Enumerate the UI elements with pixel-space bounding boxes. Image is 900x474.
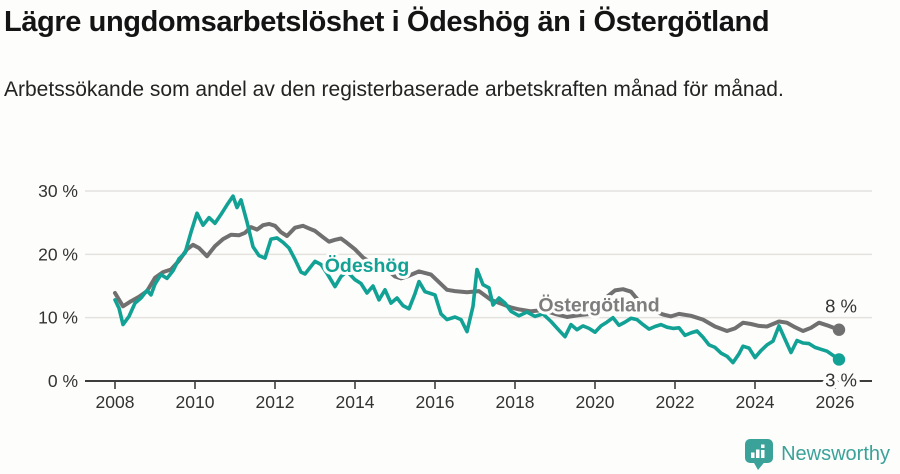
end-value-label--sterg-tland: 8 % <box>825 296 857 317</box>
series-label--sterg-tland: Östergötland <box>538 293 659 316</box>
y-tick-label: 0 % <box>48 371 78 391</box>
end-dot--desh-g <box>832 353 846 366</box>
y-tick-label: 30 % <box>38 181 78 201</box>
x-tick-label: 2026 <box>816 392 855 412</box>
x-tick-label: 2016 <box>416 392 455 412</box>
x-tick-label: 2022 <box>656 392 695 412</box>
newsworthy-logo-icon <box>745 439 774 470</box>
x-tick-label: 2008 <box>96 392 135 412</box>
x-tick-label: 2010 <box>176 392 215 412</box>
y-tick-label: 20 % <box>38 244 78 264</box>
end-value-label--desh-g: 3 % <box>825 369 857 390</box>
x-tick-label: 2018 <box>496 392 535 412</box>
page-title: Lägre ungdomsarbetslöshet i Ödeshög än i… <box>4 6 770 38</box>
series-line--desh-g <box>113 194 841 365</box>
x-tick-label: 2020 <box>576 392 615 412</box>
chart-canvas: 0 % 10 % 20 % 30 % 2008 2010 2012 2014 2016 2018 2… <box>38 181 872 412</box>
y-tick-label: 10 % <box>38 308 78 328</box>
series-line--sterg-tland <box>113 221 841 333</box>
newsworthy-brand: Newsworthy <box>744 438 890 471</box>
series-label--desh-g: Ödeshög <box>325 254 410 277</box>
x-tick-label: 2014 <box>336 392 375 412</box>
x-tick-label: 2024 <box>736 392 775 412</box>
x-tick-label: 2012 <box>256 392 295 412</box>
end-dot--sterg-tland <box>832 323 846 336</box>
newsworthy-brand-text: Newsworthy <box>781 443 890 465</box>
chart-subtitle: Arbetssökande som andel av den registerb… <box>4 78 784 101</box>
